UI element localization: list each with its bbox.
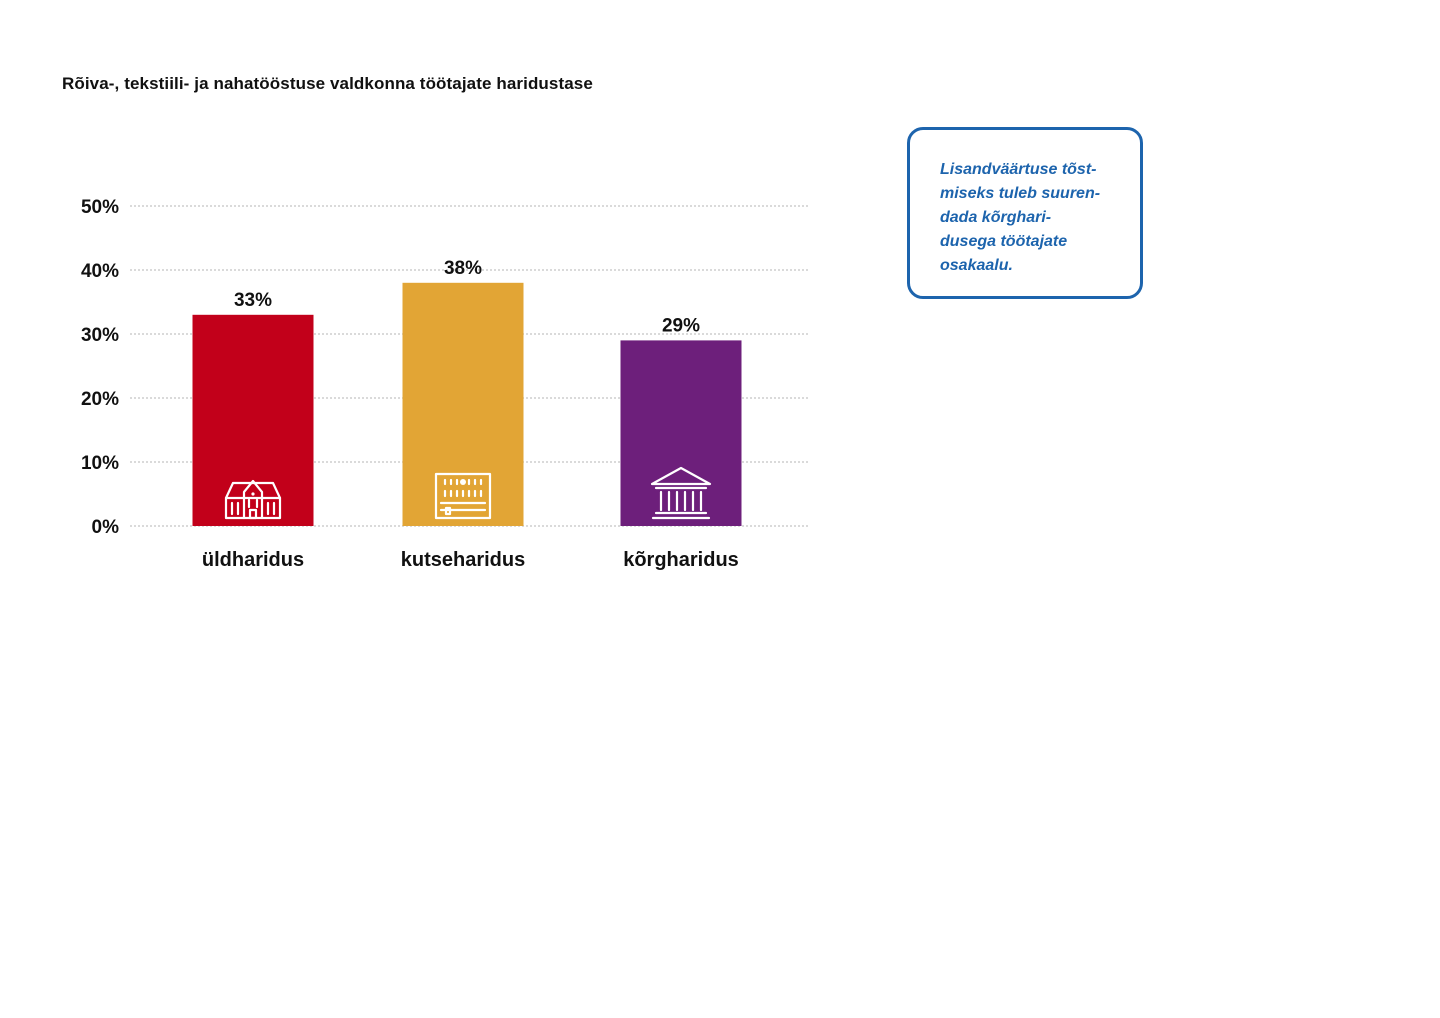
bar-kutseharidus [402,282,524,526]
university-icon [650,466,712,520]
y-tick-label: 20% [81,389,119,410]
x-tick-label: kõrgharidus [623,549,739,571]
y-tick-label: 10% [81,453,119,474]
y-tick-label: 30% [81,325,119,346]
x-tick-label: üldharidus [202,549,304,571]
y-tick-label: 50% [81,197,119,218]
chart-title: Rõiva-, tekstiili- ja nahatööstuse valdk… [62,74,593,93]
y-tick-label: 40% [81,261,119,282]
callout-line: dada kõrghari- [940,209,1052,226]
bar-icons [224,466,712,520]
bar-kõrgharidus [620,340,742,526]
x-axis-ticks: üldharidus kutseharidus kõrgharidus [202,549,739,571]
callout-box: Lisandväärtuse tõst- miseks tuleb suuren… [907,127,1143,299]
x-tick-label: kutseharidus [401,549,525,571]
callout-line: miseks tuleb suuren- [940,185,1101,202]
y-tick-label: 0% [92,517,120,538]
value-label: 29% [662,315,700,336]
callout-line: osakaalu. [940,257,1013,274]
bars [192,282,742,526]
value-label: 33% [234,290,272,311]
callout-text: Lisandväärtuse tõst- miseks tuleb suuren… [940,158,1122,278]
callout-line: dusega töötajate [940,233,1068,250]
vocational-school-icon [434,472,492,520]
school-building-icon [224,479,282,520]
callout-line: Lisandväärtuse tõst- [940,161,1097,178]
value-labels: 33% 38% 29% [234,258,700,337]
bar-üldharidus [192,314,314,526]
y-axis-ticks: 0% 10% 20% 30% 40% 50% [81,197,119,538]
value-label: 38% [444,258,482,279]
